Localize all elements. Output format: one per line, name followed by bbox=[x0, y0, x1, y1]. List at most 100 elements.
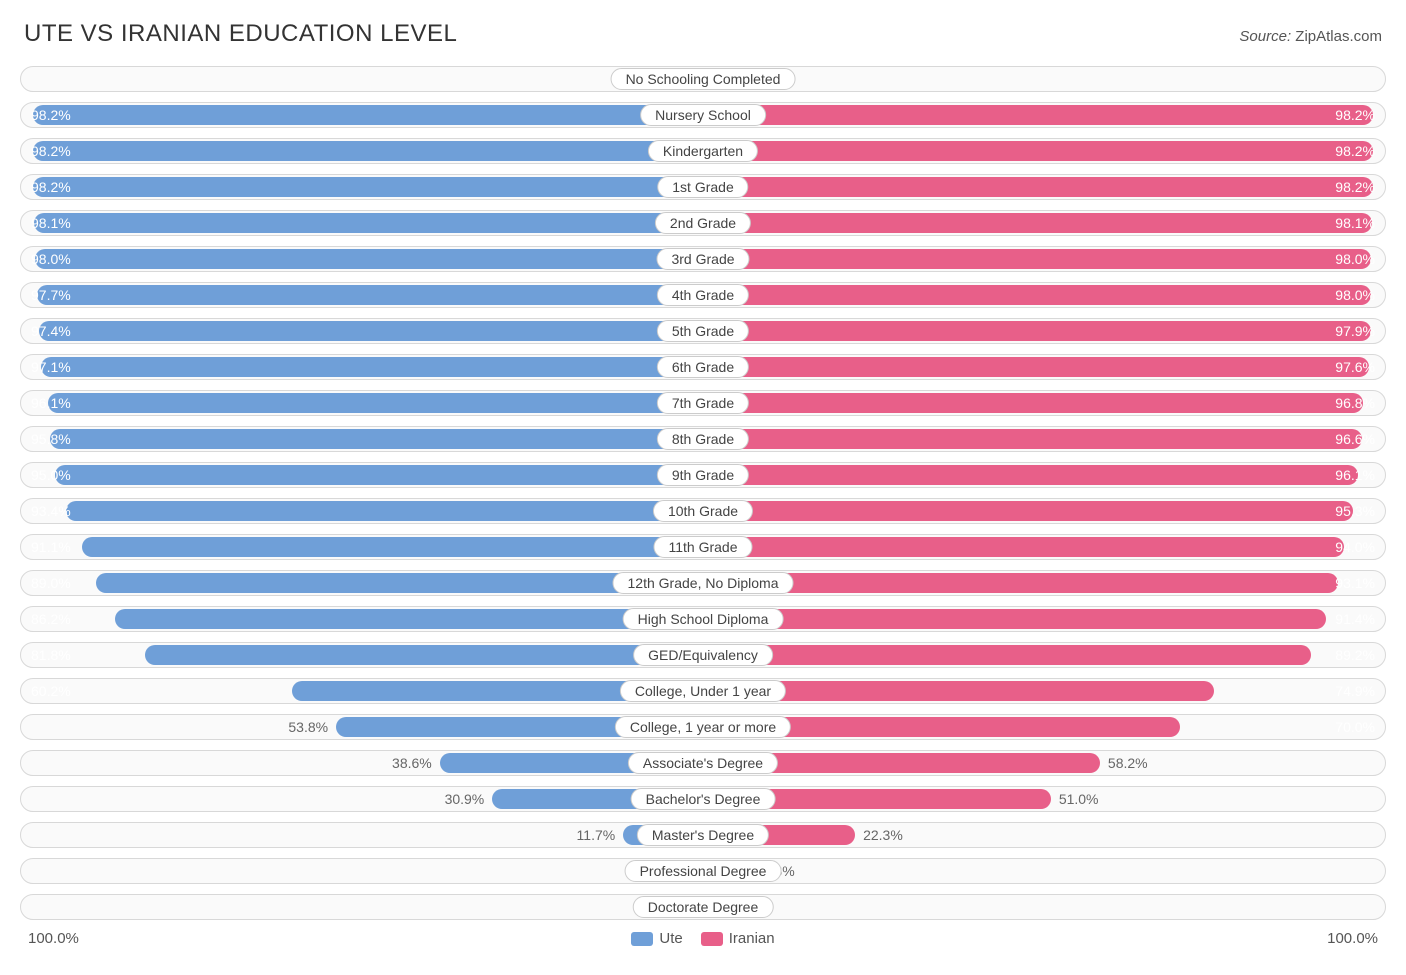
value-right: 22.3% bbox=[863, 823, 903, 847]
category-label: 4th Grade bbox=[657, 284, 749, 306]
chart-row: 91.1% 94.0% 11th Grade bbox=[20, 534, 1386, 560]
value-left: 81.8% bbox=[31, 643, 71, 667]
bar-right bbox=[703, 609, 1326, 629]
chart-row: 98.2%98.2%1st Grade bbox=[20, 174, 1386, 200]
chart-row: 95.8% 96.6% 8th Grade bbox=[20, 426, 1386, 452]
bar-right bbox=[703, 393, 1363, 413]
bar-left bbox=[33, 141, 703, 161]
category-label: Bachelor's Degree bbox=[631, 788, 776, 810]
category-label: Professional Degree bbox=[625, 860, 782, 882]
value-right: 58.2% bbox=[1108, 751, 1148, 775]
category-label: 5th Grade bbox=[657, 320, 749, 342]
chart-row: 2.3%1.8%No Schooling Completed bbox=[20, 66, 1386, 92]
source-label: Source: bbox=[1239, 28, 1291, 45]
chart-row: 95.0%96.1%9th Grade bbox=[20, 462, 1386, 488]
value-left: 97.1% bbox=[31, 355, 71, 379]
chart-row: 60.2% 74.9% College, Under 1 year bbox=[20, 678, 1386, 704]
value-right: 98.0% bbox=[1335, 283, 1375, 307]
value-left: 98.2% bbox=[31, 139, 71, 163]
bar-left bbox=[39, 321, 703, 341]
chart-row: 30.9% 51.0% Bachelor's Degree bbox=[20, 786, 1386, 812]
bar-right bbox=[703, 249, 1371, 269]
chart-footer: 100.0% UteIranian 100.0% bbox=[20, 930, 1386, 947]
value-left: 89.0% bbox=[31, 571, 71, 595]
category-label: Kindergarten bbox=[648, 140, 758, 162]
chart-row: 53.8% 70.0% College, 1 year or more bbox=[20, 714, 1386, 740]
value-left: 97.7% bbox=[31, 283, 71, 307]
legend-label: Iranian bbox=[729, 930, 775, 947]
value-right: 74.9% bbox=[1335, 679, 1375, 703]
bar-left bbox=[55, 465, 703, 485]
chart-row: 81.8% 89.2% GED/Equivalency bbox=[20, 642, 1386, 668]
bar-right bbox=[703, 501, 1353, 521]
category-label: 8th Grade bbox=[657, 428, 749, 450]
legend-swatch bbox=[631, 932, 653, 946]
category-label: 10th Grade bbox=[653, 500, 753, 522]
value-right: 91.4% bbox=[1335, 607, 1375, 631]
category-label: High School Diploma bbox=[623, 608, 784, 630]
bar-left bbox=[37, 285, 703, 305]
value-right: 96.6% bbox=[1335, 427, 1375, 451]
legend: UteIranian bbox=[79, 930, 1327, 947]
category-label: Nursery School bbox=[640, 104, 766, 126]
value-right: 98.2% bbox=[1335, 139, 1375, 163]
value-left: 86.2% bbox=[31, 607, 71, 631]
chart-title: UTE VS IRANIAN EDUCATION LEVEL bbox=[24, 20, 457, 48]
value-left: 30.9% bbox=[445, 787, 485, 811]
value-left: 11.7% bbox=[577, 823, 616, 847]
category-label: No Schooling Completed bbox=[611, 68, 796, 90]
legend-swatch bbox=[701, 932, 723, 946]
chart-row: 98.1%98.1%2nd Grade bbox=[20, 210, 1386, 236]
bar-left bbox=[50, 429, 703, 449]
value-right: 94.0% bbox=[1335, 535, 1375, 559]
chart-source: Source: ZipAtlas.com bbox=[1239, 28, 1382, 45]
value-right: 97.9% bbox=[1335, 319, 1375, 343]
bar-right bbox=[703, 465, 1358, 485]
bar-left bbox=[33, 105, 703, 125]
chart-row: 11.7% 22.3% Master's Degree bbox=[20, 822, 1386, 848]
value-left: 95.0% bbox=[31, 463, 71, 487]
chart-row: 93.4%95.3%10th Grade bbox=[20, 498, 1386, 524]
value-left: 95.8% bbox=[31, 427, 71, 451]
value-left: 93.4% bbox=[31, 499, 71, 523]
value-right: 98.0% bbox=[1335, 247, 1375, 271]
value-left: 38.6% bbox=[392, 751, 432, 775]
axis-right-label: 100.0% bbox=[1327, 930, 1378, 947]
value-right: 93.1% bbox=[1335, 571, 1375, 595]
chart-row: 98.0%98.0%3rd Grade bbox=[20, 246, 1386, 272]
bar-right bbox=[703, 105, 1373, 125]
value-right: 96.8% bbox=[1335, 391, 1375, 415]
value-left: 60.2% bbox=[31, 679, 71, 703]
value-left: 97.4% bbox=[31, 319, 71, 343]
value-right: 96.1% bbox=[1335, 463, 1375, 487]
category-label: GED/Equivalency bbox=[633, 644, 773, 666]
category-label: 12th Grade, No Diploma bbox=[613, 572, 794, 594]
value-right: 97.6% bbox=[1335, 355, 1375, 379]
bar-left bbox=[34, 213, 703, 233]
bar-left bbox=[115, 609, 703, 629]
value-left: 91.1% bbox=[31, 535, 71, 559]
value-right: 89.2% bbox=[1335, 643, 1375, 667]
category-label: 6th Grade bbox=[657, 356, 749, 378]
value-right: 98.2% bbox=[1335, 175, 1375, 199]
value-right: 70.0% bbox=[1335, 715, 1375, 739]
category-label: College, 1 year or more bbox=[615, 716, 791, 738]
category-label: Doctorate Degree bbox=[633, 896, 774, 918]
bar-right bbox=[703, 213, 1372, 233]
value-left: 53.8% bbox=[288, 715, 328, 739]
category-label: Master's Degree bbox=[637, 824, 769, 846]
category-label: College, Under 1 year bbox=[620, 680, 786, 702]
bar-left bbox=[41, 357, 703, 377]
value-left: 98.2% bbox=[31, 103, 71, 127]
value-right: 51.0% bbox=[1059, 787, 1099, 811]
value-left: 96.1% bbox=[31, 391, 71, 415]
bar-left bbox=[33, 177, 703, 197]
value-right: 98.2% bbox=[1335, 103, 1375, 127]
diverging-bar-chart: 2.3%1.8%No Schooling Completed98.2%98.2%… bbox=[20, 66, 1386, 920]
axis-left-label: 100.0% bbox=[28, 930, 79, 947]
bar-left bbox=[66, 501, 703, 521]
bar-left bbox=[48, 393, 703, 413]
bar-right bbox=[703, 537, 1344, 557]
category-label: 7th Grade bbox=[657, 392, 749, 414]
category-label: 11th Grade bbox=[653, 536, 752, 558]
